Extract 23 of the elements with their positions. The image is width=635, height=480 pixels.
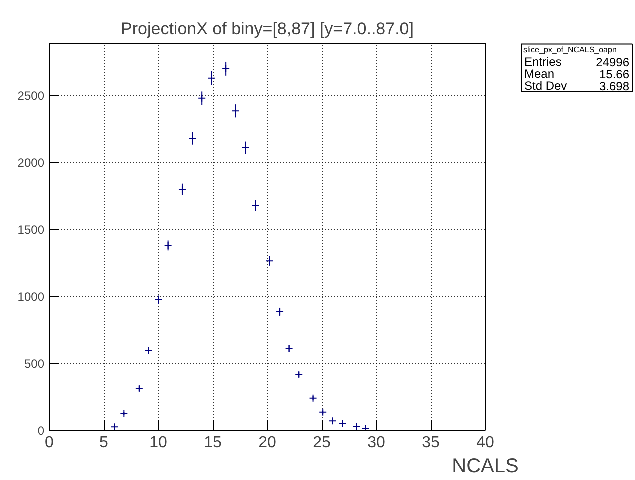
text: Mean (524, 67, 555, 82)
x-axis-title: NCALS (452, 456, 519, 478)
x-tick-label: 15 (204, 434, 222, 452)
y-tick-label: 2000 (18, 156, 45, 170)
text: slice_px_of_NCALS_oapn (524, 45, 617, 54)
x-tick-label: 40 (476, 434, 494, 452)
y-tick-label: 2500 (18, 89, 45, 104)
text: 3.698 (599, 80, 630, 94)
x-tick-label: 35 (422, 434, 440, 452)
x-tick-label: 10 (150, 434, 168, 452)
text: Entries (524, 55, 562, 70)
x-tick-label: 5 (100, 434, 109, 452)
x-tick-label: 20 (258, 434, 276, 452)
text: 15.66 (599, 68, 630, 82)
x-tick-label: 25 (313, 434, 331, 452)
text: Std Dev (524, 79, 568, 94)
y-tick-label: 1000 (18, 290, 45, 304)
x-tick-label: 30 (368, 434, 386, 452)
chart-title: ProjectionX of biny=[8,87] [y=7.0..87.0] (121, 20, 414, 38)
y-tick-label: 0 (38, 424, 45, 438)
y-tick-label: 1500 (18, 223, 45, 238)
text: 24996 (596, 56, 630, 70)
y-tick-label: 500 (24, 357, 45, 372)
